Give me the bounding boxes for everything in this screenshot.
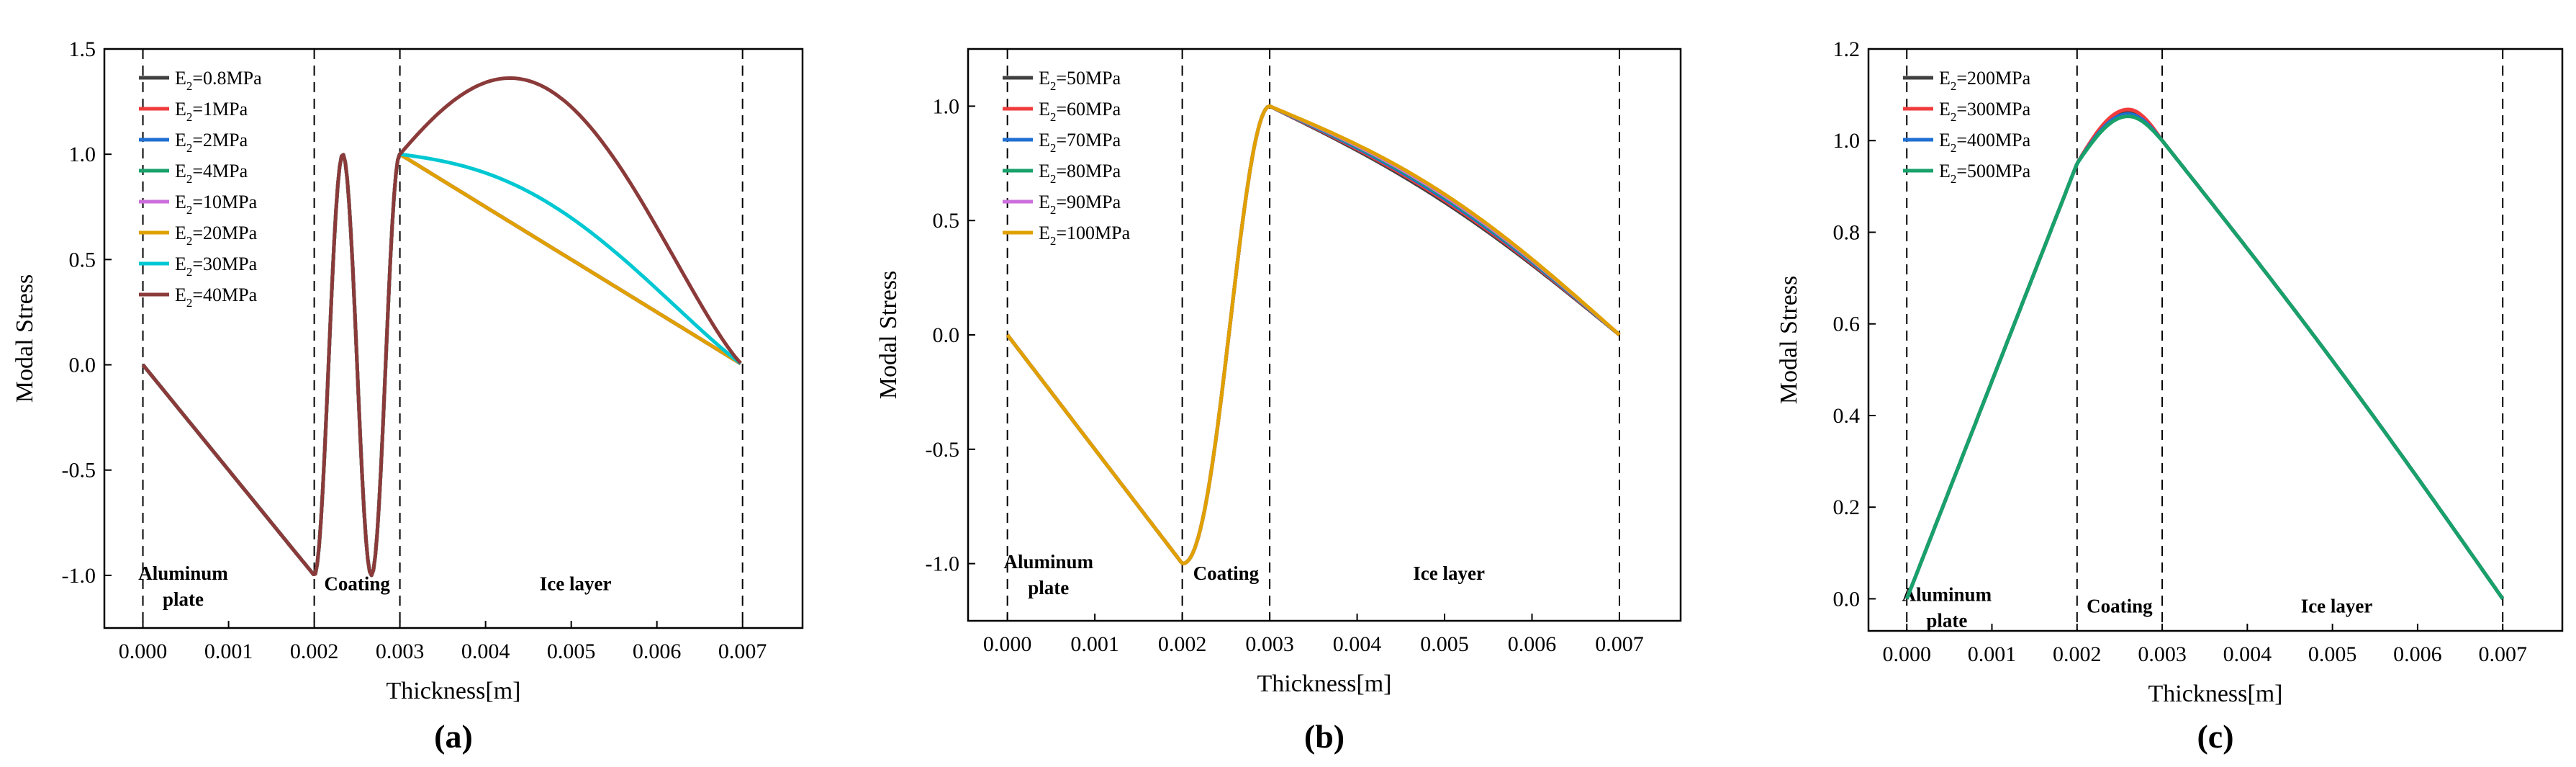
panel-c-chart: 0.000 0.001 0.002 0.003 0.004 0.005 0.006 0.007… — [1776, 37, 2564, 755]
legend-entry: E2=80MPa — [1039, 161, 1121, 186]
legend-entry: E2=500MPa — [1939, 161, 2031, 186]
region-label: Aluminum plate — [1902, 584, 1992, 632]
y-tick-label: 0.4 — [1833, 404, 1861, 428]
y-tick-label: 0.0 — [1833, 587, 1861, 611]
x-tick-label: 0.002 — [290, 640, 339, 663]
x-tick-label: 0.000 — [1882, 642, 1931, 666]
y-tick-label: 1.0 — [1833, 129, 1861, 153]
legend-entry: E2=40MPa — [175, 284, 258, 310]
x-tick-label: 0.007 — [2478, 642, 2527, 666]
panel-label: (b) — [1304, 718, 1345, 755]
legend-entry: E2=2MPa — [175, 130, 248, 155]
legend-entry: E2=70MPa — [1039, 130, 1121, 155]
x-tick-label: 0.000 — [119, 640, 168, 663]
region-label: Aluminum plate — [1003, 551, 1093, 598]
x-axis-title: Thickness[m] — [387, 678, 521, 704]
legend-entry: E2=60MPa — [1039, 99, 1121, 124]
y-tick-label: 1.2 — [1833, 37, 1861, 61]
x-axis-title: Thickness[m] — [2148, 681, 2283, 707]
series-line — [1904, 112, 2505, 600]
x-tick-label: 0.004 — [2223, 642, 2272, 666]
legend-entry: E2=0.8MPa — [175, 68, 262, 93]
region-label: Coating — [1193, 562, 1260, 584]
y-tick-label: 1.5 — [69, 37, 96, 61]
panel-a-chart: 0.000 0.001 0.002 0.003 0.004 0.005 0.006 0.007… — [12, 37, 804, 755]
x-tick-label: 0.003 — [1245, 632, 1294, 656]
y-tick-label: 0.0 — [933, 323, 960, 347]
y-tick-label: 0.5 — [69, 248, 96, 272]
y-tick-label: -0.5 — [62, 459, 96, 483]
x-tick-label: 0.004 — [1333, 632, 1382, 656]
x-tick-label: 0.005 — [1420, 632, 1469, 656]
y-tick-label: 0.8 — [1833, 220, 1861, 244]
x-tick-label: 0.006 — [1508, 632, 1557, 656]
x-tick-label: 0.001 — [204, 640, 253, 663]
series-line — [1904, 115, 2505, 600]
region-label: Ice layer — [2301, 596, 2373, 617]
y-axis-title: Modal Stress — [875, 271, 902, 400]
region-label: Coating — [324, 573, 390, 594]
series-line — [141, 76, 742, 578]
x-tick-label: 0.003 — [376, 640, 425, 663]
legend-entry: E2=1MPa — [175, 99, 248, 124]
x-tick-label: 0.007 — [718, 640, 767, 663]
legend-entry: E2=50MPa — [1039, 68, 1121, 93]
legend-entry: E2=200MPa — [1939, 68, 2031, 93]
y-axis-title: Modal Stress — [12, 274, 38, 403]
x-tick-label: 0.005 — [547, 640, 596, 663]
region-label: Ice layer — [540, 573, 612, 594]
y-tick-label: -1.0 — [62, 564, 96, 588]
legend-entry: E2=400MPa — [1939, 130, 2031, 155]
x-tick-label: 0.007 — [1595, 632, 1644, 656]
x-tick-label: 0.002 — [2053, 642, 2102, 666]
x-tick-label: 0.006 — [2393, 642, 2442, 666]
legend-entry: E2=300MPa — [1939, 99, 2031, 124]
x-tick-label: 0.003 — [2138, 642, 2187, 666]
y-tick-label: 1.0 — [69, 143, 96, 166]
legend-entry: E2=4MPa — [175, 161, 248, 186]
region-label: Ice layer — [1413, 562, 1485, 584]
panel-label: (c) — [2197, 718, 2233, 755]
x-tick-label: 0.005 — [2308, 642, 2357, 666]
y-tick-label: -0.5 — [926, 438, 960, 462]
legend-entry: E2=90MPa — [1039, 192, 1121, 217]
legend-entry: E2=100MPa — [1039, 223, 1131, 248]
plot-frame — [1867, 48, 2564, 632]
series-line — [1904, 107, 2505, 600]
x-tick-label: 0.000 — [983, 632, 1032, 656]
y-tick-label: 0.0 — [69, 354, 96, 377]
region-label: Coating — [2087, 596, 2153, 617]
x-tick-label: 0.004 — [461, 640, 510, 663]
x-axis-title: Thickness[m] — [1257, 670, 1392, 697]
legend-entry: E2=10MPa — [175, 192, 258, 217]
series-line — [1005, 104, 1621, 565]
y-tick-label: 0.6 — [1833, 313, 1861, 336]
series-line — [1904, 109, 2505, 600]
panel-label: (a) — [434, 718, 473, 755]
y-tick-label: 0.5 — [933, 209, 960, 233]
x-tick-label: 0.002 — [1158, 632, 1207, 656]
legend-entry: E2=20MPa — [175, 223, 258, 248]
plot-frame — [103, 48, 804, 629]
y-tick-label: 0.2 — [1833, 495, 1861, 519]
panel-b-chart: 0.000 0.001 0.002 0.003 0.004 0.005 0.006 0.007… — [875, 48, 1682, 755]
y-axis-title: Modal Stress — [1776, 276, 1802, 405]
legend-entry: E2=30MPa — [175, 254, 258, 279]
region-label: Aluminum plate — [138, 562, 228, 610]
y-tick-label: 1.0 — [933, 94, 960, 118]
x-tick-label: 0.001 — [1968, 642, 2017, 666]
x-tick-label: 0.001 — [1070, 632, 1119, 656]
y-tick-label: -1.0 — [926, 552, 960, 576]
x-tick-label: 0.006 — [633, 640, 682, 663]
